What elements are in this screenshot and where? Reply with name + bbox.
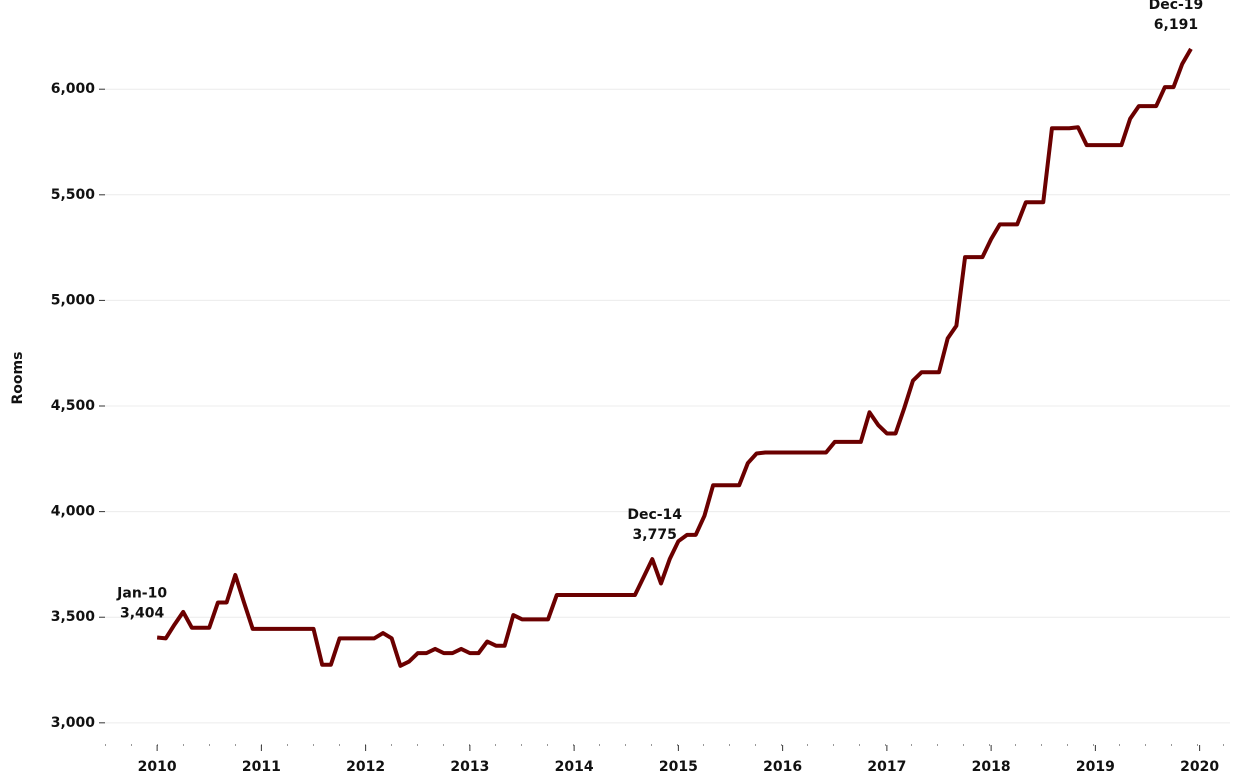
x-tick-label: 2011 [242, 759, 281, 775]
y-tick-label: 6,000 [51, 81, 96, 97]
y-tick-label: 5,000 [51, 292, 96, 308]
y-axis-label: Rooms [10, 352, 26, 405]
x-tick-label: 2016 [763, 759, 802, 775]
x-tick-label: 2014 [555, 759, 594, 775]
y-tick-label: 4,500 [51, 398, 96, 414]
y-tick-label: 4,000 [51, 504, 96, 520]
data-label: 3,404 [120, 605, 165, 621]
data-label: 6,191 [1154, 17, 1198, 33]
line [156, 47, 1193, 668]
x-tick-label: 2010 [138, 759, 177, 775]
y-tick-label: 3,000 [51, 715, 96, 731]
x-tick-label: 2019 [1076, 759, 1115, 775]
x-tick-label: 2013 [450, 759, 489, 775]
y-tick-label: 3,500 [51, 609, 96, 625]
x-tick-label: 2018 [972, 759, 1011, 775]
x-tick-label: 2020 [1180, 759, 1219, 775]
annotation: Dec-19 [1149, 0, 1204, 13]
x-tick-label: 2017 [867, 759, 906, 775]
x-tick-label: 2015 [659, 759, 698, 775]
data-label: 3,775 [633, 527, 677, 543]
annotation: Jan-10 [116, 585, 167, 601]
y-tick-label: 5,500 [51, 187, 96, 203]
x-tick-label: 2012 [346, 759, 385, 775]
annotation: Dec-14 [627, 507, 682, 523]
